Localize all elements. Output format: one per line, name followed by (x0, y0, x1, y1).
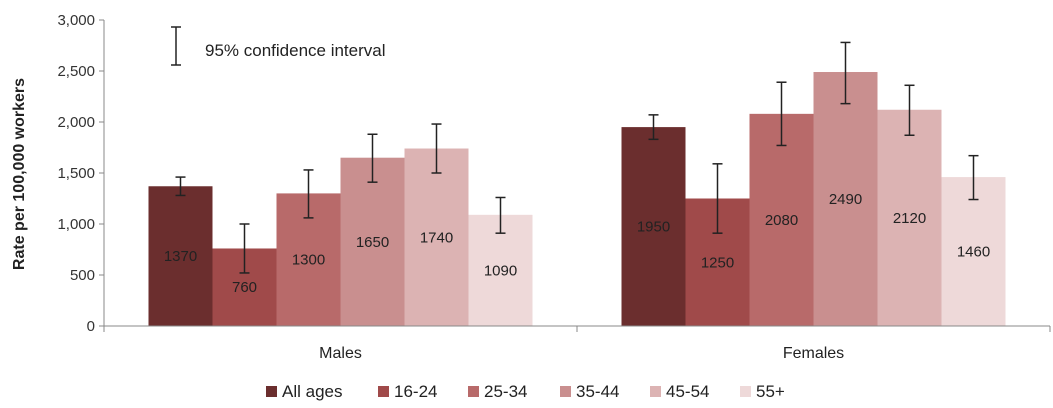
y-tick-label: 2,500 (57, 63, 95, 80)
y-tick-label: 0 (87, 318, 95, 335)
data-label: 1650 (356, 234, 389, 251)
data-label: 1250 (701, 254, 734, 271)
category-label: Females (783, 345, 844, 362)
data-label: 1090 (484, 262, 517, 279)
legend-label: All ages (282, 382, 342, 401)
bar (941, 177, 1006, 326)
ci-annotation-text: 95% confidence interval (205, 41, 386, 60)
y-axis: 0 500 1,000 1,500 2,000 2,500 3,000 (57, 12, 105, 335)
y-tick-label: 2,000 (57, 114, 95, 131)
category-label: Males (319, 345, 362, 362)
x-axis: Males Females (103, 325, 1051, 362)
bar (340, 157, 405, 326)
legend-swatch (468, 386, 479, 397)
data-label: 1460 (957, 244, 990, 261)
legend: All ages 16-24 25-34 35-44 45-54 55+ (266, 382, 785, 401)
y-tick-label: 500 (70, 267, 95, 284)
confidence-interval-annotation: 95% confidence interval (171, 26, 386, 66)
legend-label: 25-34 (484, 382, 527, 401)
data-label: 2120 (893, 210, 926, 227)
error-bars (175, 41, 979, 274)
bar (621, 127, 686, 326)
legend-swatch (266, 386, 277, 397)
legend-swatch (560, 386, 571, 397)
bar (813, 72, 878, 327)
legend-label: 35-44 (576, 382, 619, 401)
bar (877, 109, 942, 326)
y-axis-label: Rate per 100,000 workers (11, 78, 28, 270)
bar (404, 148, 469, 326)
legend-swatch (740, 386, 751, 397)
bars (148, 72, 1006, 327)
y-tick-label: 3,000 (57, 12, 95, 29)
bar (148, 186, 213, 326)
bar (749, 113, 814, 326)
data-label: 1370 (164, 248, 197, 265)
data-label: 1950 (637, 219, 670, 236)
data-label: 760 (232, 279, 257, 296)
legend-label: 55+ (756, 382, 785, 401)
data-label: 2490 (829, 191, 862, 208)
data-label: 2080 (765, 212, 798, 229)
y-tick-label: 1,000 (57, 216, 95, 233)
legend-label: 45-54 (666, 382, 709, 401)
y-tick-label: 1,500 (57, 165, 95, 182)
data-label: 1300 (292, 252, 325, 269)
legend-swatch (650, 386, 661, 397)
data-label: 1740 (420, 229, 453, 246)
data-labels: 1370 760 1300 1650 1740 1090 1950 1250 2080 2490 2… (164, 191, 990, 296)
legend-label: 16-24 (394, 382, 437, 401)
legend-swatch (378, 386, 389, 397)
